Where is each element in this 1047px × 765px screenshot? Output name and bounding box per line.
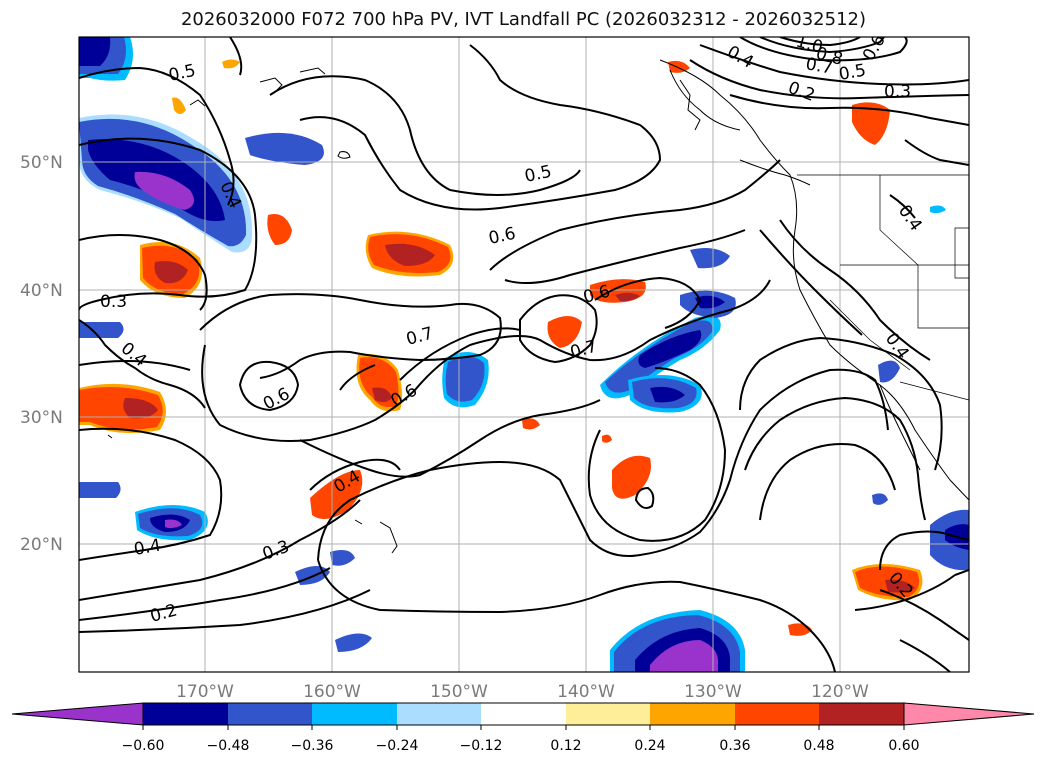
- lon-tick-label: 140°W: [557, 682, 615, 702]
- neg-anomaly-blob: [695, 295, 725, 309]
- lon-axis: 170°W 160°W 150°W 140°W 130°W 120°W: [176, 682, 869, 702]
- map-frame: [78, 36, 970, 673]
- neg-anomaly-blob: [930, 205, 946, 214]
- contour-label: 0.5: [837, 61, 867, 85]
- colorbar-segment: [143, 703, 228, 725]
- colorbar-segment: [650, 703, 735, 725]
- colorbar-segment: [566, 703, 650, 725]
- pos-anomaly-blob: [522, 418, 540, 430]
- pos-anomaly-blob: [547, 316, 582, 348]
- pos-anomaly-blob: [79, 383, 166, 434]
- neg-anomaly-blob: [79, 37, 134, 81]
- neg-anomaly-blob: [245, 132, 324, 165]
- pos-anomaly-blob: [140, 241, 203, 298]
- coastlines: [107, 59, 969, 554]
- pos-anomaly-blob: [365, 231, 454, 277]
- colorbar-segment: [481, 703, 566, 725]
- lat-tick-label: 40°N: [20, 281, 63, 301]
- colorbar-tick-labels: −0.60 −0.48 −0.36 −0.24 −0.12 0.12 0.24 …: [122, 738, 920, 754]
- neg-anomaly-blob: [330, 550, 355, 566]
- colorbar-ticks: [142, 725, 905, 730]
- pos-anomaly-blob: [668, 60, 690, 73]
- contour-label: 0.7: [804, 54, 834, 78]
- colorbar-tick-label: −0.24: [376, 738, 419, 754]
- neg-anomaly-blob: [600, 315, 721, 399]
- neg-anomaly-blob: [79, 322, 124, 498]
- colorbar-low-extend: [11, 702, 144, 726]
- colorbar-outline: [142, 702, 905, 726]
- colorbar-segment: [397, 703, 481, 725]
- colorbar: −0.60 −0.48 −0.36 −0.24 −0.12 0.12 0.24 …: [11, 702, 1035, 754]
- colorbar-tick-label: −0.36: [291, 738, 334, 754]
- colorbar-tick-label: 0.60: [888, 738, 919, 754]
- lon-tick-label: 160°W: [303, 682, 361, 702]
- map-title: 2026032000 F072 700 hPa PV, IVT Landfall…: [180, 9, 867, 30]
- neg-anomaly-blob: [878, 360, 900, 383]
- pv-contours: [79, 37, 969, 672]
- pos-anomaly-blob: [612, 455, 651, 499]
- contour-label: 0.4: [132, 536, 162, 560]
- map-panel: 0.5 0.4 0.3 0.4 0.5 0.6 0.6 0.7 0.7 0.6 …: [79, 32, 969, 672]
- colorbar-tick-label: 0.12: [550, 738, 581, 754]
- pos-anomaly-blob: [602, 434, 612, 443]
- colorbar-tick-label: −0.12: [460, 738, 503, 754]
- neg-anomaly-blob: [690, 248, 730, 269]
- colorbar-tick-label: 0.24: [634, 738, 665, 754]
- neg-anomaly-blob: [872, 493, 888, 505]
- colorbar-tick-label: −0.60: [122, 738, 165, 754]
- colorbar-tick-label: −0.48: [207, 738, 250, 754]
- pos-anomaly-blob: [267, 214, 292, 245]
- lat-axis: 50°N 40°N 30°N 20°N: [20, 153, 63, 555]
- contour-label: 0.3: [100, 292, 127, 312]
- neg-anomaly-blob: [79, 114, 253, 253]
- lat-tick-label: 30°N: [20, 408, 63, 428]
- neg-anomaly-blob: [135, 505, 208, 541]
- colorbar-segment: [735, 703, 819, 725]
- colorbar-high-extend: [903, 702, 1035, 726]
- colorbar-tick-label: 0.48: [803, 738, 834, 754]
- lon-tick-label: 150°W: [430, 682, 488, 702]
- neg-anomaly-blob: [628, 375, 702, 413]
- pos-anomaly-blob: [222, 59, 240, 69]
- colorbar-segment: [228, 703, 312, 725]
- pos-anomaly-blob: [310, 470, 363, 519]
- colorbar-tick-label: 0.36: [719, 738, 750, 754]
- neg-anomaly-blob: [610, 610, 745, 672]
- pos-anomaly-blob: [852, 102, 890, 145]
- lon-tick-label: 120°W: [811, 682, 869, 702]
- lon-tick-label: 170°W: [176, 682, 234, 702]
- pos-anomaly-blob: [615, 292, 640, 302]
- lon-tick-label: 130°W: [684, 682, 742, 702]
- colorbar-segment: [312, 703, 397, 725]
- pos-anomaly-blob: [852, 564, 923, 601]
- graticule: [79, 37, 969, 672]
- neg-anomaly-blob: [335, 633, 372, 652]
- lat-tick-label: 50°N: [20, 153, 63, 173]
- neg-anomaly-blob: [442, 351, 489, 408]
- colorbar-segment: [819, 703, 904, 725]
- contour-label: 0.3: [884, 82, 911, 102]
- lat-tick-label: 20°N: [20, 535, 63, 555]
- pos-anomaly-blob: [172, 97, 186, 114]
- contour-label: 1.0: [794, 32, 825, 58]
